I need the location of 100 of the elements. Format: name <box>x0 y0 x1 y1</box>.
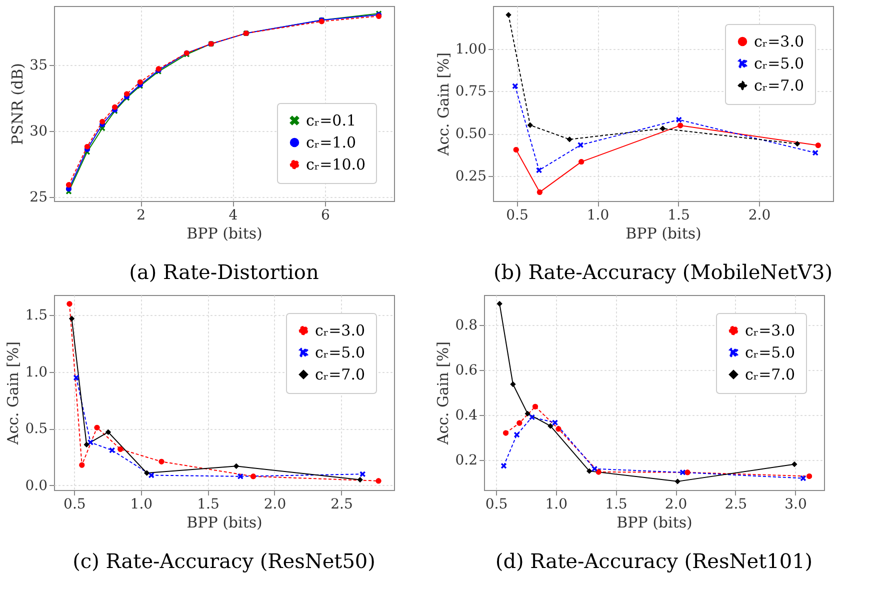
point <box>137 79 143 85</box>
y-tick-label: 0.25 <box>455 168 486 185</box>
point <box>514 432 520 438</box>
point <box>800 476 806 482</box>
legend-label: cᵣ=3.0 <box>754 32 804 50</box>
x-tick-label: 1.5 <box>605 496 628 512</box>
point <box>66 301 72 307</box>
point <box>118 446 124 452</box>
x-axis-title: BPP (bits) <box>186 224 262 242</box>
point <box>596 469 602 475</box>
point <box>536 189 542 195</box>
x-tick-label: 1.0 <box>545 496 568 512</box>
y-axis-title: Acc. Gain [%] <box>434 341 452 446</box>
point <box>678 122 684 128</box>
legend-label: cᵣ=1.0 <box>306 134 356 152</box>
y-axis-title: PSNR (dB) <box>8 63 27 145</box>
y-tick-label: 0.8 <box>455 317 478 334</box>
y-tick-label: 0.5 <box>25 421 48 438</box>
point <box>674 478 680 484</box>
point <box>376 478 382 484</box>
legend-label: cᵣ=3.0 <box>745 322 796 340</box>
point <box>250 474 256 480</box>
point <box>552 420 558 426</box>
x-axis-title: BPP (bits) <box>186 514 262 532</box>
y-tick-label: 30 <box>30 123 48 140</box>
point <box>536 168 542 174</box>
point <box>566 136 572 142</box>
x-tick-label: 1.5 <box>668 208 690 224</box>
y-tick-label: 1.5 <box>25 308 48 324</box>
point <box>109 448 115 454</box>
point <box>794 141 800 147</box>
text: (b) Rate-Accuracy (MobileNetV3) <box>493 260 833 284</box>
y-tick-label: 0.50 <box>455 126 486 142</box>
x-tick-label: 2.5 <box>724 496 748 512</box>
x-tick-label: 2.0 <box>748 208 771 224</box>
point <box>234 463 240 469</box>
x-tick-label: 2.0 <box>264 496 286 512</box>
y-tick-label: 1.00 <box>455 41 486 58</box>
point <box>578 159 584 165</box>
point <box>792 462 798 468</box>
legend-label: cᵣ=10.0 <box>306 156 366 174</box>
y-axis-title: Acc. Gain [%] <box>434 52 452 157</box>
point <box>513 147 519 152</box>
x-tick-label: 1.0 <box>130 496 153 512</box>
point <box>503 430 509 436</box>
point <box>105 429 111 435</box>
y-tick-label: 0.0 <box>25 478 48 494</box>
point <box>684 470 690 476</box>
point <box>532 404 538 410</box>
point <box>112 104 118 110</box>
y-tick-label: 0.6 <box>455 362 478 378</box>
point <box>510 382 516 388</box>
point <box>806 474 812 479</box>
point <box>144 470 150 476</box>
x-tick-label: 1.0 <box>586 208 610 224</box>
point <box>124 91 130 97</box>
point <box>360 471 366 477</box>
point <box>501 463 506 469</box>
legend-label: cᵣ=5.0 <box>315 344 366 362</box>
y-tick-label: 0.4 <box>455 407 478 424</box>
point <box>66 182 72 188</box>
point <box>676 116 682 122</box>
point <box>524 410 530 416</box>
point <box>158 458 164 464</box>
text: (a) Rate-Distortion <box>129 260 319 284</box>
text: (d) Rate-Accuracy (ResNet101) <box>495 549 813 573</box>
text: (c) Rate-Accuracy (ResNet50) <box>72 549 376 573</box>
point <box>148 472 154 478</box>
point <box>238 474 244 480</box>
x-tick-label: 1.5 <box>197 496 220 512</box>
point <box>84 144 90 150</box>
x-tick-label: 3.0 <box>784 496 807 512</box>
point <box>69 316 74 322</box>
point <box>84 442 90 448</box>
x-tick-label: 6 <box>320 208 330 224</box>
point <box>357 477 363 483</box>
legend-label: cᵣ=3.0 <box>315 322 366 340</box>
y-axis-title: Acc. Gain [%] <box>4 341 22 446</box>
y-tick-label: 0.2 <box>455 452 478 469</box>
point <box>512 83 518 89</box>
point <box>529 414 535 420</box>
point <box>586 468 592 474</box>
x-tick-label: 2.0 <box>664 496 688 512</box>
point <box>506 12 512 18</box>
point <box>94 424 100 430</box>
point <box>680 470 686 476</box>
legend-label: cᵣ=7.0 <box>754 76 804 94</box>
legend-label: cᵣ=7.0 <box>315 366 366 384</box>
point <box>548 423 554 429</box>
point <box>660 126 666 132</box>
point <box>496 301 502 307</box>
point <box>100 118 106 124</box>
y-tick-label: 25 <box>30 189 48 206</box>
y-tick-label: 0.75 <box>455 84 486 100</box>
x-axis-title: BPP (bits) <box>616 514 692 532</box>
point <box>74 374 80 380</box>
y-tick-label: 35 <box>30 57 48 74</box>
point <box>815 142 821 148</box>
legend-label: cᵣ=0.1 <box>306 112 356 130</box>
legend-label: cᵣ=5.0 <box>754 54 804 72</box>
